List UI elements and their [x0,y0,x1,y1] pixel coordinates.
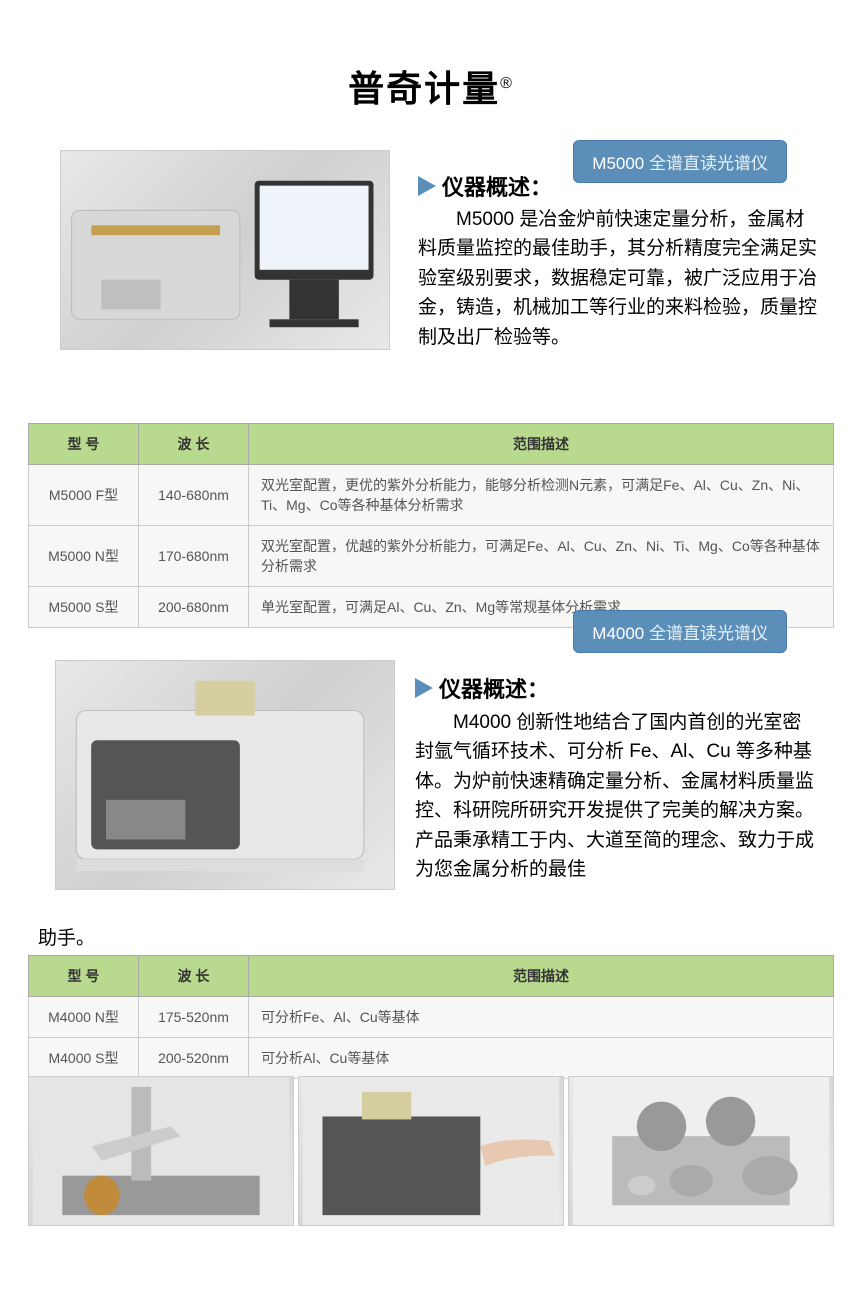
product1-description: M5000 是冶金炉前快速定量分析，金属材料质量监控的最佳助手，其分析精度完全满… [418,205,818,352]
th-desc: 范围描述 [249,424,834,465]
th-wavelength: 波 长 [139,424,249,465]
product2-description-tail: 助手。 [38,924,238,953]
clamp-icon [29,1077,293,1225]
td-wavelength: 170-680nm [139,526,249,587]
product2-badge: M4000 全谱直读光谱仪 [573,610,787,653]
table2-wrap: 型 号 波 长 范围描述 M4000 N型 175-520nm 可分析Fe、Al… [0,955,862,1079]
product2-badge-wrap: M4000 全谱直读光谱仪 [573,610,787,653]
td-model: M4000 S型 [29,1038,139,1079]
product2-badge-model: M4000 [592,624,644,643]
td-desc: 双光室配置，优越的紫外分析能力，可满足Fe、Al、Cu、Zn、Ni、Ti、Mg、… [249,526,834,587]
product1-badge-suffix: 全谱直读光谱仪 [644,154,768,173]
instrument-icon [56,661,394,889]
table1-wrap: 型 号 波 长 范围描述 M5000 F型 140-680nm 双光室配置，更优… [0,423,862,628]
td-model: M5000 N型 [29,526,139,587]
product2-section-title: 仪器概述： [439,672,549,704]
registered-mark: ® [500,75,514,92]
td-wavelength: 200-520nm [139,1038,249,1079]
brand-name: 普奇计量 [348,68,500,109]
td-desc: 可分析Al、Cu等基体 [249,1038,834,1079]
table-row: 型 号 波 长 范围描述 [29,956,834,997]
product1-badge-model: M5000 [592,154,644,173]
td-desc: 可分析Fe、Al、Cu等基体 [249,997,834,1038]
product2-badge-suffix: 全谱直读光谱仪 [644,624,768,643]
td-wavelength: 140-680nm [139,465,249,526]
product2-image [55,660,395,890]
gallery-image-3 [568,1076,834,1226]
triangle-icon [415,678,433,698]
brand-title: 普奇计量® [0,0,862,112]
table-row: M4000 S型 200-520nm 可分析Al、Cu等基体 [29,1038,834,1079]
th-desc: 范围描述 [249,956,834,997]
td-model: M5000 S型 [29,587,139,628]
product2-section-header: 仪器概述： [415,672,549,704]
td-wavelength: 200-680nm [139,587,249,628]
table-row: M5000 N型 170-680nm 双光室配置，优越的紫外分析能力，可满足Fe… [29,526,834,587]
table-row: 型 号 波 长 范围描述 [29,424,834,465]
product1-section-title: 仪器概述： [442,170,552,202]
finger-icon [299,1077,563,1225]
td-wavelength: 175-520nm [139,997,249,1038]
gallery-image-2 [298,1076,564,1226]
product2-description: M4000 创新性地结合了国内首创的光室密封氩气循环技术、可分析 Fe、Al、C… [415,708,815,885]
product1-badge: M5000 全谱直读光谱仪 [573,140,787,183]
holders-icon [569,1077,833,1225]
spec-table-2: 型 号 波 长 范围描述 M4000 N型 175-520nm 可分析Fe、Al… [28,955,834,1079]
instrument-icon [61,151,389,349]
th-model: 型 号 [29,424,139,465]
product1-section-header: 仪器概述： [418,170,552,202]
td-desc: 双光室配置，更优的紫外分析能力，能够分析检测N元素，可满足Fe、Al、Cu、Zn… [249,465,834,526]
table-row: M4000 N型 175-520nm 可分析Fe、Al、Cu等基体 [29,997,834,1038]
detail-gallery [28,1076,834,1226]
triangle-icon [418,176,436,196]
table-row: M5000 F型 140-680nm 双光室配置，更优的紫外分析能力，能够分析检… [29,465,834,526]
td-model: M5000 F型 [29,465,139,526]
th-model: 型 号 [29,956,139,997]
product1-badge-wrap: M5000 全谱直读光谱仪 [573,140,787,183]
gallery-image-1 [28,1076,294,1226]
th-wavelength: 波 长 [139,956,249,997]
product1-image [60,150,390,350]
spec-table-1: 型 号 波 长 范围描述 M5000 F型 140-680nm 双光室配置，更优… [28,423,834,628]
td-model: M4000 N型 [29,997,139,1038]
